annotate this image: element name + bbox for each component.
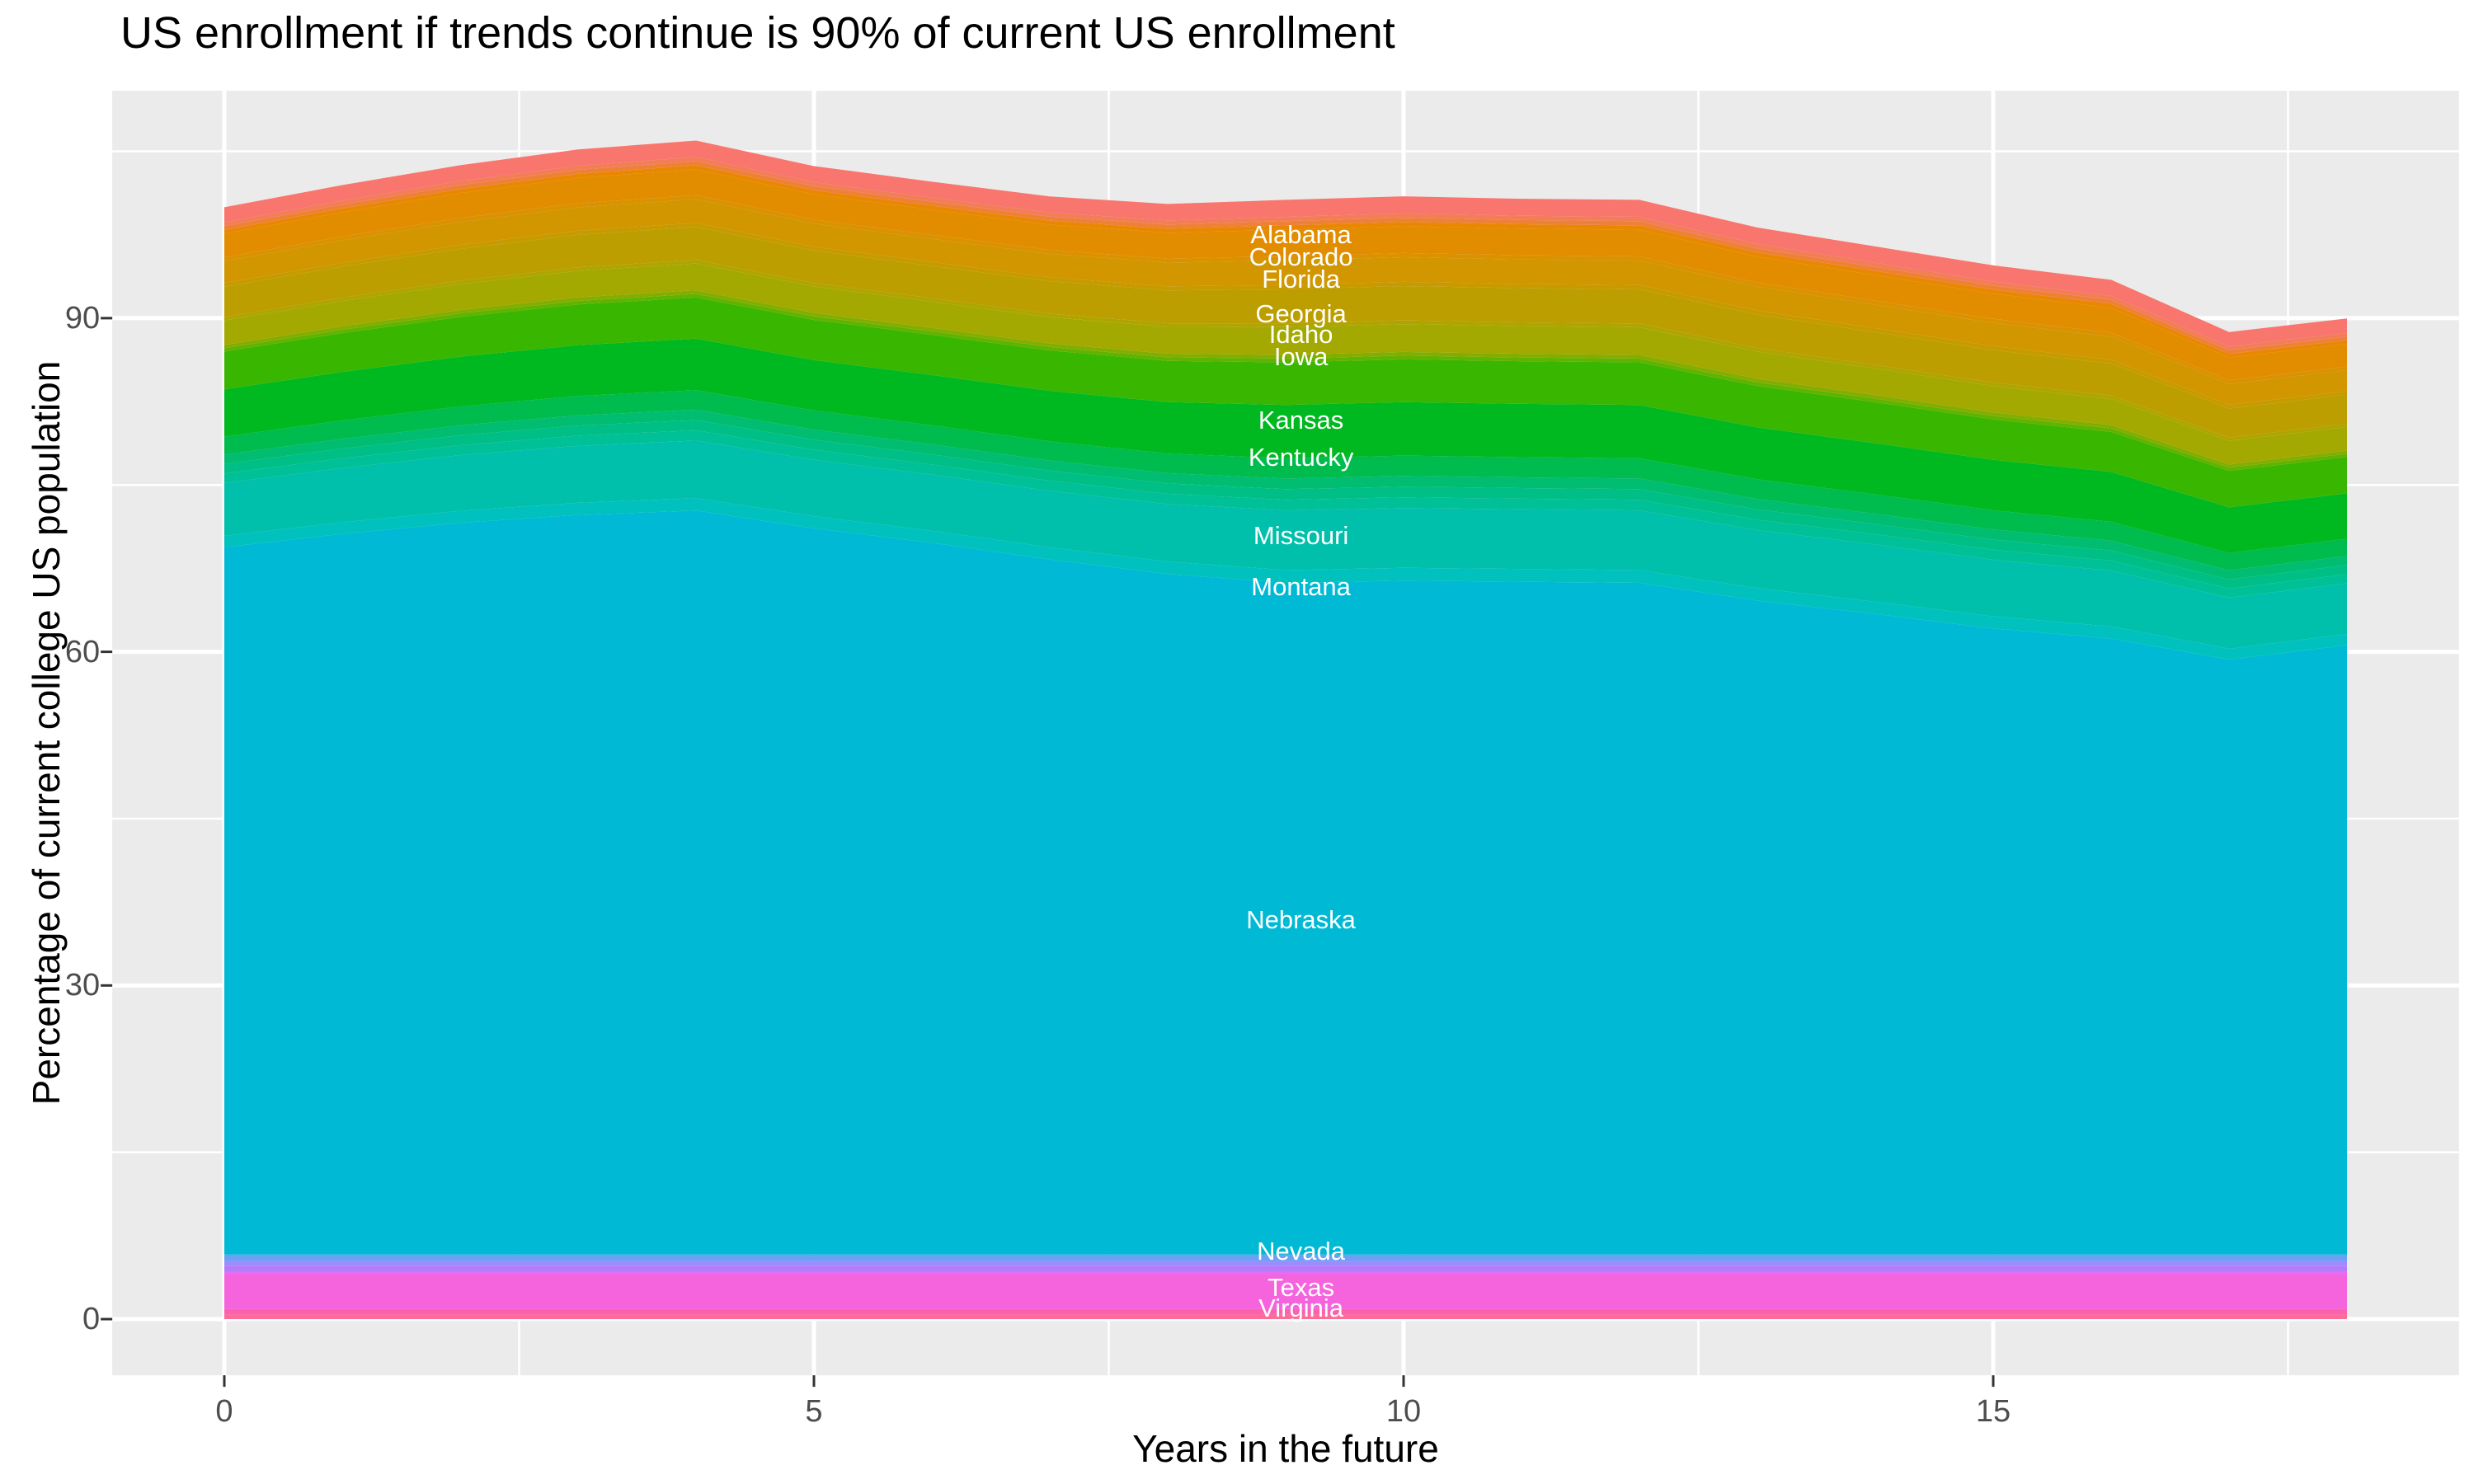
state-label-kansas: Kansas <box>1258 406 1344 434</box>
x-tick-label: 5 <box>805 1394 823 1430</box>
area-wyoming-filler <box>224 1314 2347 1319</box>
y-axis-title: Percentage of current college US populat… <box>25 360 68 1106</box>
area-oklahoma-filler <box>224 1270 2347 1275</box>
state-label-colorado: Colorado <box>1249 242 1353 271</box>
state-label-alabama: Alabama <box>1250 219 1352 249</box>
state-label-florida: Florida <box>1262 264 1340 294</box>
state-label-iowa: Iowa <box>1273 342 1329 372</box>
state-label-missouri: Missouri <box>1253 521 1349 551</box>
x-tick-label: 10 <box>1385 1394 1422 1430</box>
area-nevada <box>224 1254 2347 1261</box>
state-label-idaho: Idaho <box>1268 320 1333 350</box>
area-missouri <box>224 440 2347 649</box>
y-tick-label: 60 <box>64 634 101 669</box>
area-nebraska <box>224 510 2347 1255</box>
area-texas <box>224 1275 2347 1309</box>
state-label-kentucky: Kentucky <box>1248 442 1354 472</box>
y-tick-label: 30 <box>64 968 101 1003</box>
state-label-nebraska: Nebraska <box>1246 904 1356 934</box>
x-axis-title: Years in the future <box>1132 1427 1439 1470</box>
chart-title: US enrollment if trends continue is 90% … <box>120 8 1395 58</box>
area-virginia <box>224 1308 2347 1315</box>
y-tick-label: 90 <box>64 300 101 336</box>
area-kansas <box>224 338 2347 553</box>
state-label-texas: Texas <box>1268 1273 1335 1303</box>
state-label-montana: Montana <box>1251 572 1351 602</box>
area-iowa <box>224 297 2347 508</box>
x-tick-label: 15 <box>1975 1394 2011 1430</box>
area-montana <box>224 498 2347 660</box>
area-newyork-filler <box>224 1266 2347 1271</box>
state-label-nevada: Nevada <box>1257 1236 1346 1266</box>
x-tick-label: 0 <box>215 1394 233 1430</box>
area-newhampshire-filler <box>224 1261 2347 1266</box>
y-tick-label: 0 <box>82 1302 101 1336</box>
state-label-georgia: Georgia <box>1255 298 1347 328</box>
state-label-virginia: Virginia <box>1258 1294 1343 1323</box>
